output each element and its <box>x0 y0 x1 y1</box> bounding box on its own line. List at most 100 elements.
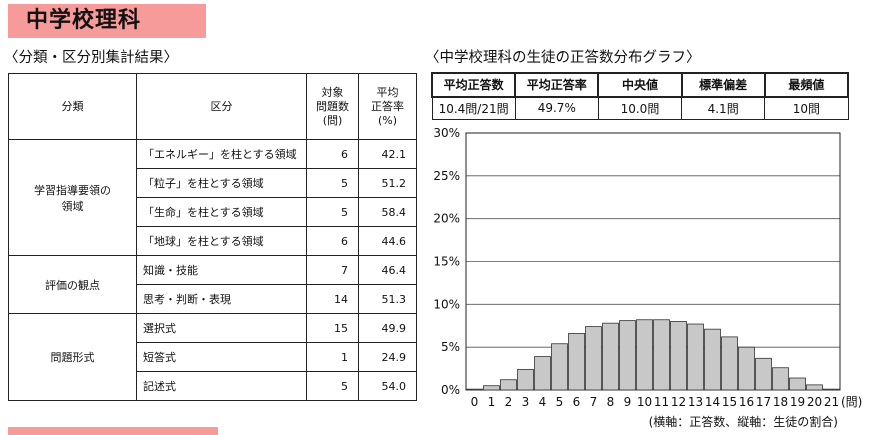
group-name-line: 学習指導要領の <box>34 183 111 197</box>
x-tick-label: 20 <box>807 395 822 409</box>
question-count: 7 <box>306 255 359 285</box>
histogram-bar <box>823 388 840 391</box>
page-title: 中学校理科 <box>8 4 206 38</box>
division-label: 「粒子」を柱とする領域 <box>136 168 307 198</box>
histogram-bar <box>585 326 602 391</box>
stat-value: 10.0問 <box>597 96 683 120</box>
header-division: 区分 <box>136 73 307 140</box>
histogram-bar <box>687 323 704 391</box>
x-tick-label: 2 <box>505 395 513 409</box>
plot-frame <box>465 132 841 391</box>
question-count: 15 <box>306 313 359 343</box>
stat-header: 平均正答率 <box>514 72 600 98</box>
footer-accent-bar <box>8 427 218 435</box>
average-rate: 58.4 <box>358 197 417 227</box>
histogram-bar <box>517 369 534 391</box>
x-tick-label: 18 <box>773 395 788 409</box>
average-rate: 51.2 <box>358 168 417 198</box>
table-row: 評価の観点 知識・技能 7 46.4 <box>8 255 417 314</box>
y-tick-label: 10% <box>433 297 460 311</box>
average-rate: 49.9 <box>358 313 417 343</box>
group-name: 問題形式 <box>8 313 137 401</box>
statistics-table: 平均正答数 平均正答率 中央値 標準偏差 最頻値 10.4問/21問 49.7% 10.0問… <box>430 72 850 120</box>
group-name: 評価の観点 <box>8 255 137 314</box>
histogram-bar <box>721 336 738 391</box>
y-tick-label: 5% <box>441 340 460 354</box>
y-tick-label: 0% <box>441 383 460 397</box>
division-label: 選択式 <box>136 313 307 343</box>
stat-header: 標準偏差 <box>680 72 766 98</box>
histogram-bar <box>755 357 772 391</box>
average-rate: 24.9 <box>358 342 417 372</box>
histogram-bar <box>738 346 755 391</box>
x-tick-label: 11 <box>654 395 669 409</box>
x-tick-label: 14 <box>705 395 720 409</box>
x-tick-label: 15 <box>722 395 737 409</box>
average-rate: 44.6 <box>358 226 417 256</box>
header-average-rate: 平均 正答率 (%) <box>358 73 417 140</box>
x-tick-label: 4 <box>539 395 547 409</box>
header-category: 分類 <box>8 73 137 140</box>
average-rate: 51.3 <box>358 284 417 314</box>
header-line: 対象 <box>321 85 344 99</box>
division-label: 短答式 <box>136 342 307 372</box>
question-count: 6 <box>306 139 359 169</box>
header-line: (%) <box>377 113 398 127</box>
division-label: 記述式 <box>136 371 307 401</box>
category-summary-table: 分類 区分 対象 問題数 (問) 平均 正答率 (%) 学習指導要領の 領域 「エネルギー」を柱とす… <box>8 73 417 401</box>
histogram-bar <box>670 321 687 391</box>
group-name: 学習指導要領の 領域 <box>8 139 137 256</box>
stat-value: 10問 <box>764 96 849 120</box>
question-count: 5 <box>306 197 359 227</box>
x-tick-label: 9 <box>624 395 632 409</box>
y-tick-label: 20% <box>433 212 460 226</box>
stat-value: 10.4問/21問 <box>431 96 516 120</box>
histogram-bar <box>806 384 823 391</box>
histogram-bar <box>636 319 653 391</box>
histogram-bar <box>602 322 619 391</box>
average-rate: 54.0 <box>358 371 417 401</box>
histogram-bar <box>534 356 551 391</box>
x-tick-label: 5 <box>556 395 564 409</box>
stat-value: 4.1問 <box>681 96 766 120</box>
header-line: (問) <box>322 113 343 127</box>
histogram-bar <box>653 319 670 391</box>
average-rate: 42.1 <box>358 139 417 169</box>
header-line: 正答率 <box>371 99 404 113</box>
division-label: 「生命」を柱とする領域 <box>136 197 307 227</box>
x-tick-label: 8 <box>607 395 615 409</box>
header-line: 問題数 <box>316 99 349 113</box>
table-row: 思考・判断・表現 14 51.3 <box>9 284 417 314</box>
x-tick-label: 19 <box>790 395 805 409</box>
histogram-bar <box>483 385 500 391</box>
group-name-line: 評価の観点 <box>45 278 100 292</box>
x-tick-label: 21 <box>824 395 839 409</box>
table-row: 記述式 5 54.0 <box>9 371 417 401</box>
division-label: 知識・技能 <box>136 255 307 285</box>
y-tick-label: 15% <box>433 255 460 269</box>
left-section-title: 〈分類・区分別集計結果〉 <box>4 50 178 66</box>
histogram-bar <box>568 333 585 391</box>
x-tick-label: 12 <box>671 395 686 409</box>
histogram-bar <box>500 379 517 391</box>
stat-value: 49.7% <box>514 96 599 120</box>
histogram-bar <box>789 377 806 391</box>
group-name-line: 領域 <box>61 199 84 213</box>
histogram-bar <box>551 343 568 391</box>
histogram-bar <box>619 320 636 391</box>
axis-caption: (横軸：正答数、縦軸：生徒の割合) <box>649 414 838 429</box>
question-count: 1 <box>306 342 359 372</box>
average-rate: 46.4 <box>358 255 417 285</box>
division-label: 思考・判断・表現 <box>136 284 307 314</box>
stat-header: 最頻値 <box>763 72 850 98</box>
x-tick-label: 10 <box>637 395 652 409</box>
x-tick-label: 1 <box>488 395 496 409</box>
table-row: 学習指導要領の 領域 「エネルギー」を柱とする領域 6 42.1 <box>8 139 417 256</box>
x-axis-unit: (問) <box>841 395 862 409</box>
x-tick-label: 7 <box>590 395 598 409</box>
y-tick-label: 30% <box>433 126 460 140</box>
group-name-line: 問題形式 <box>50 351 95 364</box>
stat-header: 平均正答数 <box>430 72 517 98</box>
score-distribution-chart: 0%5%10%15%20%25%30%0 1 2 3 4 5 6 7 8 9 10 11 12 13 14 1… <box>433 126 862 429</box>
question-count: 5 <box>306 371 359 401</box>
